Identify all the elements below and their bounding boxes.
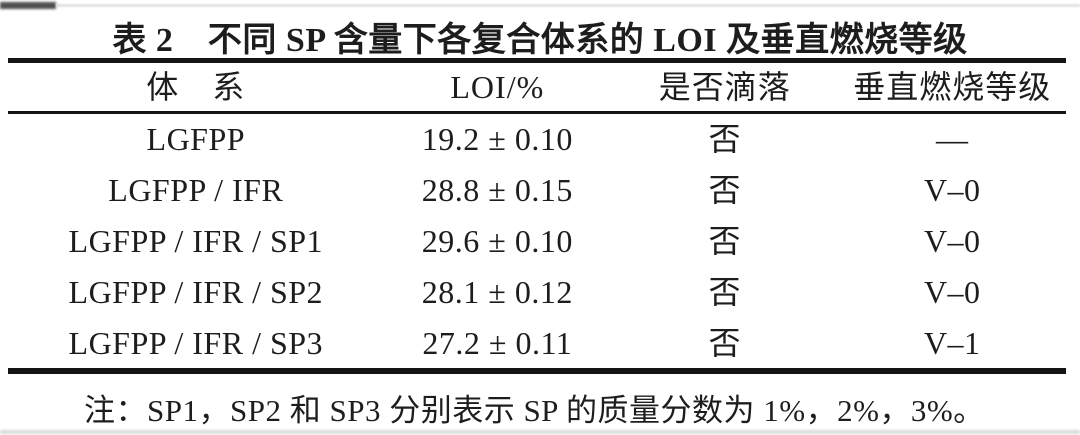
table-row: LGFPP / IFR / SP2 28.1 ± 0.12 否 V–0 [8,266,1066,317]
cell-rating: — [936,121,969,158]
table-row: LGFPP / IFR / SP1 29.6 ± 0.10 否 V–0 [8,216,1066,267]
table-row: LGFPP 19.2 ± 0.10 否 — [8,114,1066,165]
cell-rating: V–0 [923,172,981,209]
table-footnote: 注：SP1，SP2 和 SP3 分别表示 SP 的质量分数为 1%，2%，3%。 [84,393,985,428]
cell-loi: 28.1 ± 0.12 [421,273,573,310]
table-row: LGFPP / IFR 28.8 ± 0.15 否 V–0 [8,165,1066,216]
cell-loi: 19.2 ± 0.10 [421,121,573,158]
scan-artifact-top-left [0,2,56,9]
column-header-dripping: 是否滴落 [658,69,791,105]
cell-dripping: 否 [708,172,742,209]
data-table: 体 系 LOI/% 是否滴落 垂直燃烧等级 LGFPP 19.2 ± 0.10 … [8,58,1066,374]
cell-dripping: 否 [708,273,742,310]
column-header-rating: 垂直燃烧等级 [853,69,1052,105]
cell-system: LGFPP / IFR / SP2 [68,273,324,310]
cell-dripping: 否 [708,222,742,259]
column-header-system: 体 系 [146,69,246,105]
cell-loi: 28.8 ± 0.15 [421,172,573,209]
scan-artifact-top-line [56,4,1080,7]
cell-system: LGFPP / IFR / SP3 [68,324,324,361]
cell-rating: V–0 [923,222,981,259]
table-header-row: 体 系 LOI/% 是否滴落 垂直燃烧等级 [8,63,1066,114]
cell-rating: V–1 [923,324,981,361]
cell-system: LGFPP [146,121,246,158]
table-row: LGFPP / IFR / SP3 27.2 ± 0.11 否 V–1 [8,317,1066,368]
cell-loi: 29.6 ± 0.10 [421,222,573,259]
scan-artifact-bottom-line [0,430,1080,434]
cell-system: LGFPP / IFR / SP1 [68,222,324,259]
table-title: 表 2 不同 SP 含量下各复合体系的 LOI 及垂直燃烧等级 [112,22,968,59]
cell-loi: 27.2 ± 0.11 [422,324,573,361]
cell-rating: V–0 [923,273,981,310]
cell-dripping: 否 [708,121,742,158]
cell-dripping: 否 [708,324,742,361]
cell-system: LGFPP / IFR [108,172,284,209]
column-header-loi: LOI/% [450,69,545,105]
